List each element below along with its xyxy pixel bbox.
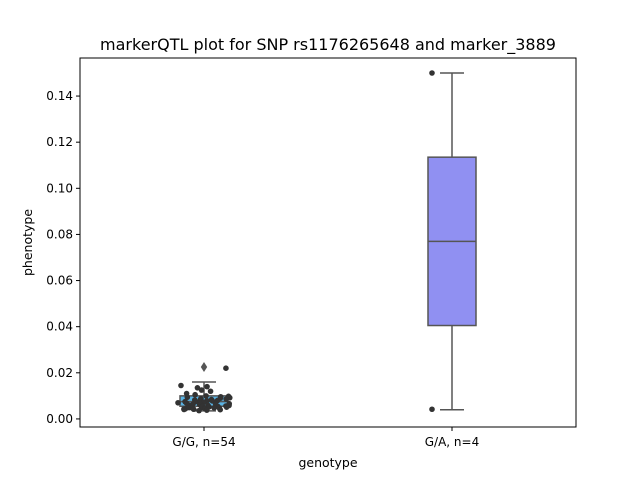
y-tick-label: 0.02	[46, 366, 73, 380]
y-axis: 0.00 0.02 0.04 0.06 0.08 0.10 0.12 0.14	[46, 89, 80, 426]
y-tick-label: 0.06	[46, 274, 73, 288]
data-point	[194, 384, 201, 391]
data-point	[207, 388, 214, 395]
y-tick-label: 0.14	[46, 89, 73, 103]
y-tick-label: 0.00	[46, 412, 73, 426]
data-point	[223, 396, 229, 402]
data-point	[429, 70, 435, 76]
data-point	[175, 399, 181, 406]
data-point	[217, 406, 224, 413]
y-tick-label: 0.12	[46, 135, 73, 149]
axes-frame	[79, 57, 577, 428]
data-point	[223, 365, 229, 371]
x-axis-label: genotype	[298, 455, 357, 470]
data-point	[181, 406, 187, 413]
x-tick-label: G/G, n=54	[172, 435, 235, 449]
data-point	[190, 401, 196, 407]
y-tick-label: 0.04	[46, 320, 73, 334]
x-tick-label: G/A, n=4	[425, 435, 479, 449]
y-tick-label: 0.08	[46, 227, 73, 241]
data-point	[223, 404, 230, 410]
data-point	[190, 406, 197, 413]
data-point	[429, 406, 435, 413]
data-point	[178, 382, 184, 389]
y-axis-label: phenotype	[20, 209, 35, 276]
outlier-marker	[200, 362, 208, 373]
data-point	[184, 394, 191, 401]
plot-area	[175, 70, 477, 414]
data-point	[196, 407, 202, 414]
data-point	[192, 391, 198, 398]
data-point	[211, 405, 217, 411]
y-tick-label: 0.10	[46, 181, 73, 195]
data-point	[204, 407, 210, 413]
x-axis: G/G, n=54 G/A, n=4	[172, 427, 479, 449]
data-point	[198, 387, 205, 393]
chart-title: markerQTL plot for SNP rs1176265648 and …	[100, 35, 556, 55]
box-group	[427, 72, 477, 411]
data-point	[204, 383, 210, 390]
data-point	[203, 393, 209, 399]
